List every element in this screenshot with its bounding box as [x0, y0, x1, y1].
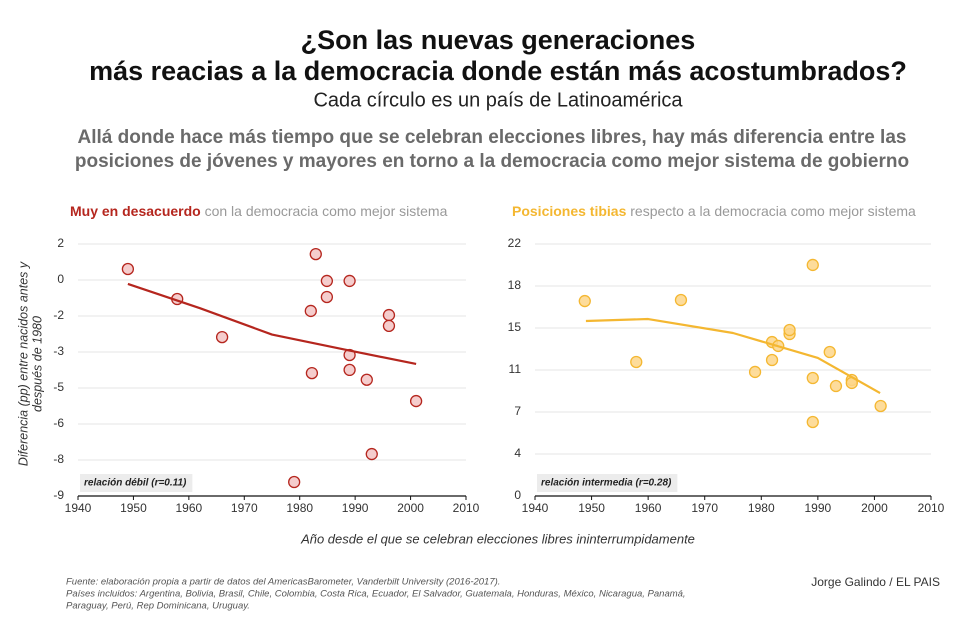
country-point — [121, 262, 135, 276]
country-point — [806, 258, 819, 272]
country-point — [748, 365, 762, 379]
x-tick-label: 1950 — [578, 501, 605, 515]
x-tick-label: 2010 — [453, 501, 480, 515]
country-point — [288, 475, 301, 489]
country-point — [309, 247, 322, 261]
x-tick-label: 2000 — [397, 501, 424, 515]
source: Paraguay, Perú, Rep Dominicana, Uruguay. — [66, 601, 250, 612]
country-point — [305, 366, 319, 380]
panel-title: Posiciones tibias respecto a la democrac… — [512, 203, 916, 219]
panel-title-strong: Posiciones tibias — [512, 203, 627, 219]
x-tick-label: 1990 — [805, 501, 832, 515]
country-point — [382, 319, 396, 333]
y-tick-label: 0 — [514, 488, 521, 502]
y-tick-label: -8 — [53, 452, 64, 466]
country-point — [215, 330, 229, 344]
x-tick-label: 1940 — [65, 501, 92, 515]
y-tick-label: -6 — [53, 416, 64, 430]
country-point — [365, 447, 378, 461]
country-point — [409, 394, 423, 408]
x-tick-label: 1950 — [120, 501, 147, 515]
panel-title: Muy en desacuerdo con la democracia como… — [70, 203, 448, 219]
x-tick-label: 1970 — [231, 501, 258, 515]
y-tick-label: -2 — [53, 308, 64, 322]
y-tick-label: 11 — [509, 362, 522, 376]
country-point — [630, 355, 643, 369]
panel-title-rest: respecto a la democracia como mejor sist… — [630, 203, 916, 219]
y-tick-label: 7 — [514, 404, 521, 418]
country-point — [783, 323, 796, 337]
y-tick-label: -5 — [53, 380, 64, 394]
x-tick-label: 1960 — [635, 501, 662, 515]
y-tick-label: 18 — [508, 278, 522, 292]
x-tick-label: 1980 — [286, 501, 313, 515]
y-tick-label: 2 — [57, 236, 64, 250]
country-point — [382, 308, 396, 322]
country-point — [320, 274, 334, 288]
x-tick-label: 2010 — [918, 501, 945, 515]
annotation-box — [537, 474, 678, 492]
title: más reacias a la democracia donde están … — [89, 56, 907, 86]
country-point — [320, 290, 334, 304]
annotation: relación débil (r=0.11) — [84, 478, 187, 489]
source: Fuente: elaboración propia a partir de d… — [66, 577, 500, 588]
y-tick-label: 0 — [57, 272, 64, 286]
trend-line — [127, 282, 417, 366]
country-point — [343, 363, 356, 377]
country-point — [829, 379, 843, 393]
y-tick-label: 4 — [514, 446, 521, 460]
trend-line — [585, 317, 881, 394]
x-tick-label: 1980 — [748, 501, 775, 515]
country-point — [823, 345, 836, 359]
country-point — [343, 274, 356, 288]
country-point — [874, 399, 887, 413]
country-point — [360, 373, 373, 386]
country-point — [304, 304, 317, 318]
y-axis-label: Diferencia (pp) entre nacidos antes y — [16, 261, 30, 466]
annotation-box — [80, 474, 193, 492]
y-axis-label: después de 1980 — [30, 316, 44, 412]
y-tick-label: 22 — [508, 236, 522, 250]
credit: Jorge Galindo / EL PAIS — [811, 575, 940, 589]
title: ¿Son las nuevas generaciones — [301, 25, 696, 55]
x-tick-label: 1940 — [522, 501, 549, 515]
deck: posiciones de jóvenes y mayores en torno… — [75, 151, 909, 172]
x-tick-label: 1970 — [691, 501, 718, 515]
y-tick-label: 15 — [508, 320, 522, 334]
panel-title-strong: Muy en desacuerdo — [70, 203, 201, 219]
y-tick-label: -3 — [53, 344, 64, 358]
x-tick-label: 1960 — [176, 501, 203, 515]
subtitle: Cada círculo es un país de Latinoamérica — [313, 89, 683, 111]
deck: Allá donde hace más tiempo que se celebr… — [78, 127, 907, 148]
x-tick-label: 1990 — [342, 501, 369, 515]
y-tick-label: -9 — [53, 488, 64, 502]
country-point — [578, 294, 591, 308]
x-tick-label: 2000 — [861, 501, 888, 515]
country-point — [806, 415, 819, 429]
country-point — [806, 371, 819, 385]
panel-title-rest: con la democracia como mejor sistema — [205, 203, 448, 219]
annotation: relación intermedia (r=0.28) — [541, 478, 672, 489]
source: Países incluidos: Argentina, Bolivia, Br… — [66, 589, 686, 600]
country-point — [674, 293, 688, 307]
country-point — [765, 353, 779, 367]
x-axis-label: Año desde el que se celebran elecciones … — [300, 531, 695, 546]
